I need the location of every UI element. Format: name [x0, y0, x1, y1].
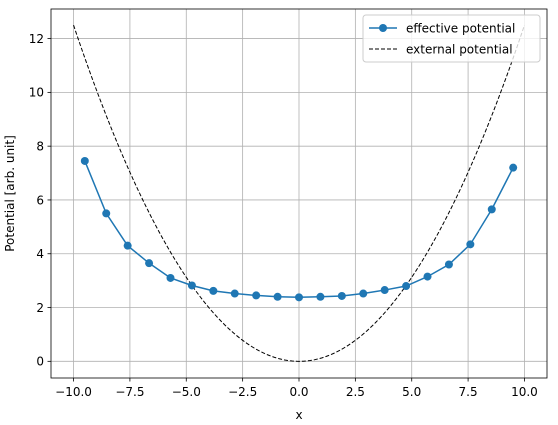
x-tick-label: 7.5 — [459, 385, 478, 399]
x-tick-label: −7.5 — [115, 385, 144, 399]
plot-series — [73, 24, 525, 362]
y-axis-label: Potential [arb. unit] — [3, 135, 17, 252]
data-point-effective-potential — [359, 289, 368, 298]
x-tick-label: 10.0 — [511, 385, 538, 399]
data-point-effective-potential — [487, 205, 496, 214]
data-point-effective-potential — [295, 293, 303, 302]
y-tick-label: 2 — [36, 301, 44, 315]
y-tick-label: 4 — [36, 247, 44, 261]
data-point-effective-potential — [337, 291, 346, 300]
legend-label-external: external potential — [406, 43, 513, 57]
y-tick-label: 0 — [36, 355, 44, 369]
y-tick-label: 10 — [29, 86, 44, 100]
legend-box — [362, 14, 541, 63]
data-point-effective-potential — [273, 292, 282, 301]
x-tick-label: 5.0 — [402, 385, 421, 399]
x-axis-label: x — [295, 408, 302, 422]
data-point-effective-potential — [102, 209, 111, 218]
data-point-effective-potential — [466, 240, 475, 249]
data-point-effective-potential — [209, 286, 218, 295]
data-point-effective-potential — [187, 281, 196, 290]
data-point-effective-potential — [80, 156, 89, 165]
data-point-effective-potential — [166, 273, 175, 282]
data-point-effective-potential — [230, 289, 239, 298]
data-point-effective-potential — [509, 163, 518, 172]
data-point-effective-potential — [423, 272, 432, 281]
data-point-effective-potential — [380, 286, 389, 295]
legend-marker-effective — [379, 24, 387, 32]
data-point-effective-potential — [123, 241, 132, 250]
y-axis-ticks: 0 2 4 6 8 10 12 — [29, 32, 51, 369]
legend-label-effective: effective potential — [406, 22, 515, 36]
data-point-effective-potential — [402, 282, 411, 291]
y-tick-label: 6 — [36, 193, 44, 207]
x-tick-label: −10.0 — [55, 385, 92, 399]
y-tick-label: 8 — [36, 139, 44, 153]
data-point-effective-potential — [316, 292, 325, 301]
series-line-external-potential — [73, 24, 525, 362]
x-tick-label: 2.5 — [346, 385, 365, 399]
data-point-effective-potential — [252, 291, 261, 300]
x-axis-ticks: −10.0 −7.5 −5.0 −2.5 0.0 2.5 5.0 7.5 10.0 — [55, 378, 538, 399]
data-point-effective-potential — [145, 259, 154, 268]
x-tick-label: −2.5 — [228, 385, 257, 399]
x-tick-label: −5.0 — [172, 385, 201, 399]
y-tick-label: 12 — [29, 32, 44, 46]
grid-lines — [51, 9, 547, 378]
x-tick-label: 0.0 — [289, 385, 308, 399]
legend: effective potential external potential — [362, 14, 541, 63]
data-point-effective-potential — [444, 260, 453, 269]
